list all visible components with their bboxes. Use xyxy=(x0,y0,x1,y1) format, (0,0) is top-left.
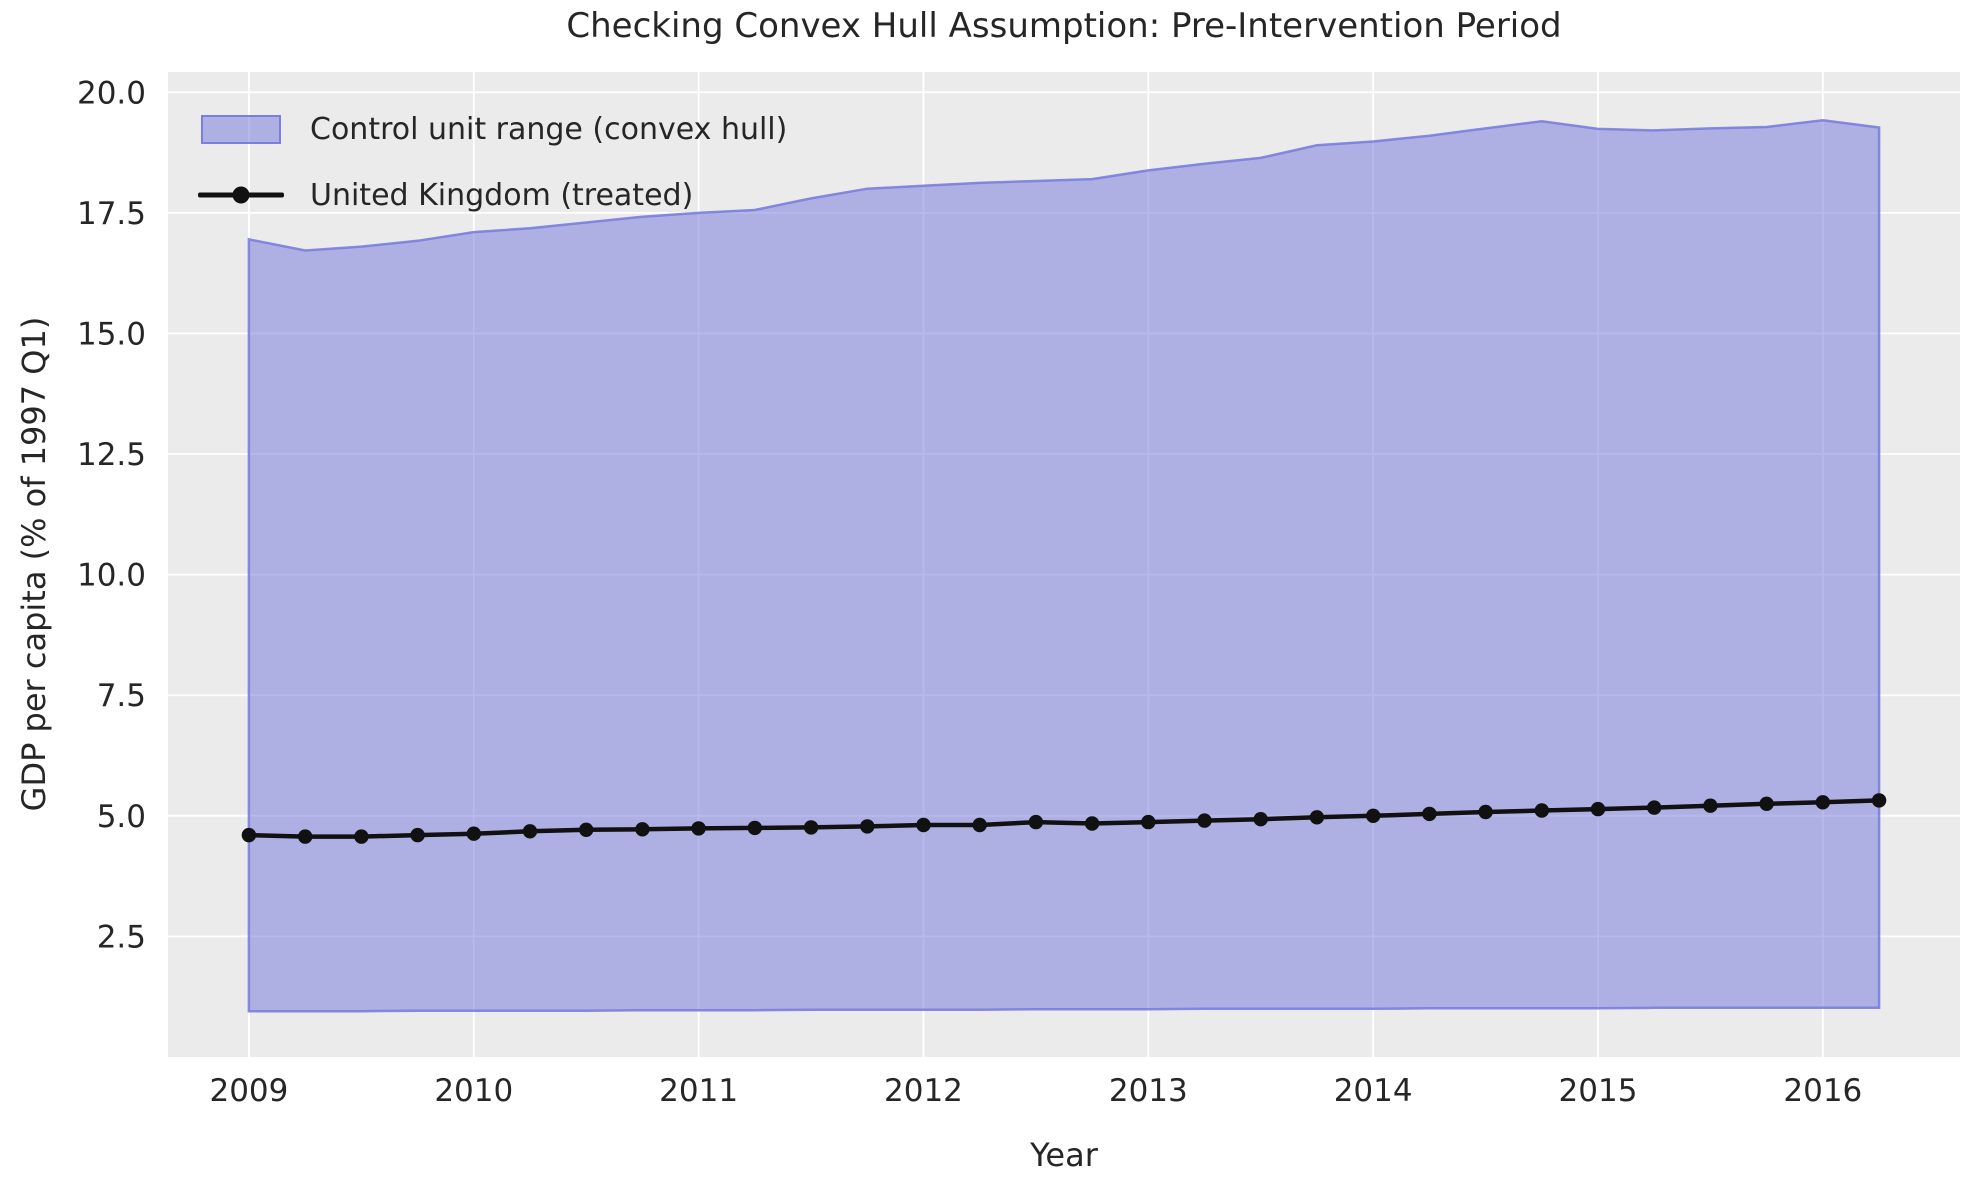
x-tick-label: 2015 xyxy=(1559,1073,1638,1109)
treated-line-marker xyxy=(972,817,987,833)
treated-line-marker xyxy=(1478,804,1493,820)
x-tick-label: 2011 xyxy=(659,1073,738,1109)
x-tick-label: 2009 xyxy=(209,1073,288,1109)
y-tick-label: 10.0 xyxy=(77,558,146,594)
treated-line-marker xyxy=(1815,795,1831,810)
legend-entry-united-kingdom: United Kingdom (treated) xyxy=(198,162,787,228)
treated-line-marker xyxy=(1309,810,1325,825)
treated-line-marker xyxy=(241,827,257,843)
treated-line-marker xyxy=(1759,796,1774,811)
treated-line-marker xyxy=(1590,801,1606,817)
treated-line-swatch-icon xyxy=(198,185,284,205)
x-tick-label: 2010 xyxy=(434,1073,513,1109)
treated-line-marker xyxy=(410,827,425,843)
treated-line-marker xyxy=(1197,813,1212,828)
treated-line-marker xyxy=(860,819,875,834)
chart-title: Checking Convex Hull Assumption: Pre-Int… xyxy=(566,6,1562,46)
treated-line-marker xyxy=(522,824,538,839)
legend-label-united-kingdom: United Kingdom (treated) xyxy=(310,177,694,213)
treated-line-marker xyxy=(916,817,931,833)
treated-line-marker xyxy=(1366,808,1381,823)
legend: Control unit range (convex hull) United … xyxy=(198,96,787,228)
treated-line-marker xyxy=(1703,798,1718,813)
treated-line-marker xyxy=(1422,806,1437,822)
y-tick-label: 20.0 xyxy=(77,75,146,111)
treated-line-marker xyxy=(691,821,706,836)
y-tick-label: 15.0 xyxy=(77,316,146,352)
treated-line-marker xyxy=(1253,812,1268,827)
treated-line-marker xyxy=(1871,793,1887,808)
treated-line-marker xyxy=(298,829,313,844)
x-tick-label: 2013 xyxy=(1109,1073,1188,1109)
y-tick-label: 12.5 xyxy=(77,437,146,473)
treated-line-marker xyxy=(579,822,594,837)
treated-line-marker xyxy=(466,826,481,841)
control-range-swatch-icon xyxy=(201,114,281,144)
treated-line-marker xyxy=(1141,814,1156,830)
treated-line-marker xyxy=(1534,803,1550,818)
treated-line-marker xyxy=(354,829,369,844)
y-tick-label: 5.0 xyxy=(97,799,146,835)
treated-line xyxy=(248,798,1880,839)
x-axis-label: Year xyxy=(1030,1136,1098,1174)
y-tick-label: 7.5 xyxy=(97,678,146,714)
control-range-band xyxy=(247,118,1881,1013)
treated-line-marker xyxy=(1647,800,1662,815)
x-tick-label: 2012 xyxy=(884,1073,963,1109)
x-tick-label: 2016 xyxy=(1783,1073,1862,1109)
treated-line-marker xyxy=(1028,814,1044,830)
treated-line-marker xyxy=(803,820,819,835)
y-tick-label: 2.5 xyxy=(97,919,146,955)
legend-label-control-range: Control unit range (convex hull) xyxy=(310,111,788,147)
treated-line-marker xyxy=(635,822,650,837)
y-tick-label: 17.5 xyxy=(77,196,146,232)
legend-entry-control-range: Control unit range (convex hull) xyxy=(198,96,787,162)
treated-line-marker xyxy=(1084,816,1100,831)
treated-line-marker xyxy=(747,820,762,836)
x-tick-label: 2014 xyxy=(1334,1073,1413,1109)
y-axis-label: GDP per capita (% of 1997 Q1) xyxy=(15,316,53,812)
